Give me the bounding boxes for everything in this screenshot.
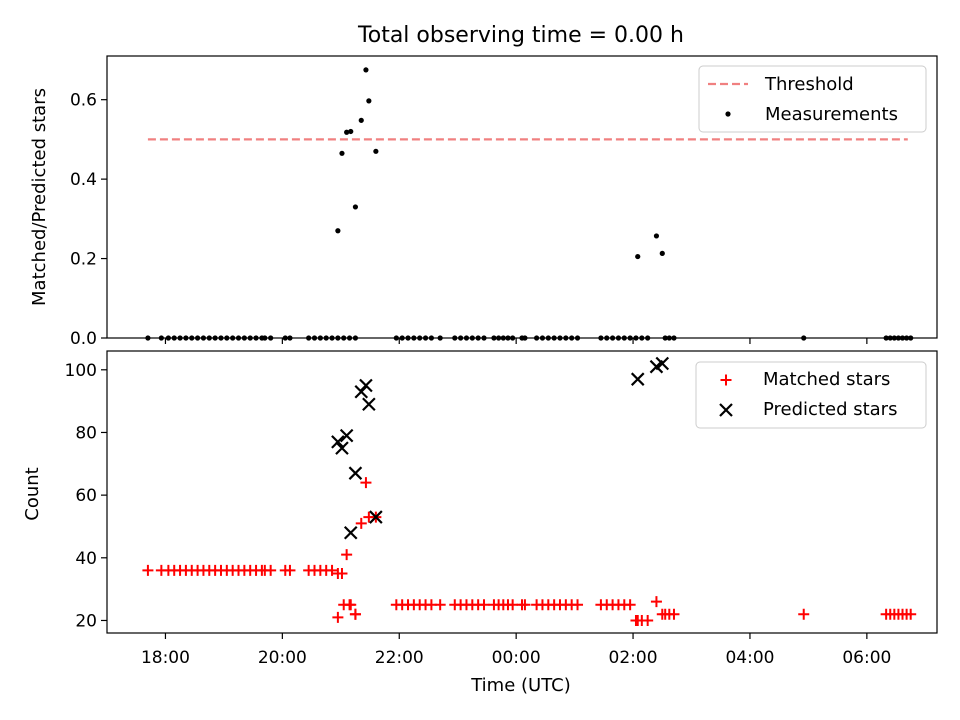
legend-matched-marker <box>720 374 732 386</box>
matched-star-point <box>142 564 154 576</box>
bottom-y-tick-label: 40 <box>75 549 97 569</box>
predicted-star-point <box>335 441 349 455</box>
measurement-point <box>635 253 641 260</box>
x-tick-label: 04:00 <box>725 648 774 668</box>
x-tick-label: 00:00 <box>492 648 541 668</box>
matched-star-point <box>798 608 810 620</box>
legend-measurements-marker <box>725 111 731 117</box>
bottom-y-tick-label: 80 <box>75 423 97 443</box>
predicted-star-point <box>630 372 645 386</box>
top-legend-box <box>698 65 927 133</box>
top-axes-frame <box>106 55 938 339</box>
bottom-legend-box <box>695 361 927 429</box>
legend-matched-plus <box>720 374 732 386</box>
measurement-point <box>352 204 359 210</box>
legend-predicted-marker <box>719 403 733 417</box>
top-y-tick-label: 0.6 <box>70 91 97 111</box>
predicted-star-point <box>362 397 376 412</box>
measurement-point <box>366 98 372 104</box>
matched-star-point <box>345 599 357 611</box>
matched-star-point <box>355 517 367 529</box>
measurement-point <box>659 250 665 256</box>
matched-star-point <box>478 599 490 611</box>
matched-star-point <box>332 611 344 623</box>
top-plot-title: Total observing time = 0.00 h <box>357 23 684 48</box>
predicted-star-point <box>655 356 670 371</box>
bottom-ticks: 20 40 60 80 100 18:00 20:00 22:00 00:00 02:00 04:0… <box>65 361 892 668</box>
matched-star-point <box>360 477 372 489</box>
bottom-y-tick-label: 100 <box>65 361 97 381</box>
legend-measurements-label: Measurements <box>765 104 898 125</box>
top-y-tick-label: 0.4 <box>70 170 97 190</box>
matched-stars-layer <box>142 477 917 626</box>
legend-threshold-label: Threshold <box>764 74 854 95</box>
matched-star-point <box>265 564 277 576</box>
bottom-legend: Matched stars Predicted stars <box>695 361 927 429</box>
matched-star-point <box>624 599 636 611</box>
measurement-point <box>348 128 354 135</box>
matched-star-point <box>668 608 680 620</box>
matched-star-point <box>336 567 348 579</box>
bottom-axes-frame <box>106 350 938 634</box>
bottom-panel: 20 40 60 80 100 18:00 20:00 22:00 00:00 02:00 04:0… <box>65 350 938 668</box>
top-y-axis-label: Matched/Predicted stars <box>29 88 50 306</box>
legend-matched-label: Matched stars <box>763 369 890 390</box>
measurement-point <box>373 148 379 154</box>
matched-star-point <box>642 614 654 626</box>
measurement-point <box>339 150 345 156</box>
x-tick-label: 18:00 <box>141 648 190 668</box>
top-legend: Threshold Measurements <box>698 65 927 133</box>
legend-predicted-label: Predicted stars <box>763 399 897 420</box>
matched-star-point <box>656 608 668 620</box>
matched-star-point <box>572 599 584 611</box>
matched-star-point <box>650 596 662 608</box>
matched-star-point <box>519 599 531 611</box>
predicted-star-point <box>369 510 383 524</box>
predicted-star-point <box>354 384 369 399</box>
matched-star-point <box>341 549 353 561</box>
matched-star-point <box>507 599 519 611</box>
x-axis-label: Time (UTC) <box>470 675 571 696</box>
bottom-y-tick-label: 20 <box>75 611 97 631</box>
matched-star-point <box>434 599 446 611</box>
matched-star-point <box>349 608 361 620</box>
measurement-point <box>344 129 350 135</box>
matched-star-point <box>905 608 917 620</box>
bottom-y-axis-label: Count <box>22 467 43 520</box>
bottom-y-tick-label: 60 <box>75 486 97 506</box>
top-y-tick-label: 0.2 <box>70 250 97 270</box>
measurement-point <box>653 233 660 239</box>
predicted-stars-layer <box>331 356 670 540</box>
legend-predicted-cross <box>719 403 733 417</box>
measurement-point <box>335 228 341 234</box>
matched-star-point <box>632 614 644 626</box>
predicted-star-point <box>339 428 354 443</box>
measurement-point <box>358 117 364 123</box>
matched-star-point <box>284 564 296 576</box>
top-ticks: 0.0 0.2 0.4 0.6 <box>70 91 868 349</box>
predicted-star-point <box>343 525 358 540</box>
predicted-star-point <box>348 466 363 480</box>
x-tick-label: 22:00 <box>375 648 424 668</box>
x-tick-label: 06:00 <box>842 648 891 668</box>
x-tick-label: 02:00 <box>609 648 658 668</box>
measurement-point <box>363 67 369 73</box>
top-y-tick-label: 0.0 <box>70 329 97 349</box>
matched-star-point <box>326 564 338 576</box>
predicted-star-point <box>331 435 345 449</box>
predicted-star-point <box>359 378 373 393</box>
x-tick-label: 20:00 <box>258 648 307 668</box>
